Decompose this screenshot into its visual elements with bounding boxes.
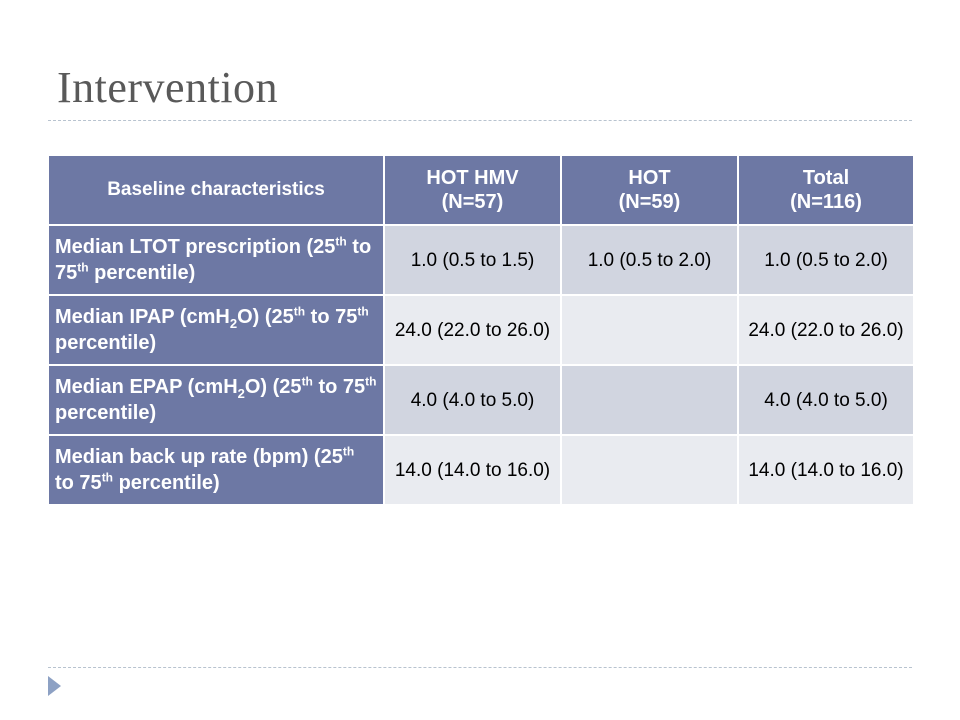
cell-epap-hot-hmv: 4.0 (4.0 to 5.0) [383, 364, 562, 436]
cell-ipap-hot-hmv: 24.0 (22.0 to 26.0) [383, 294, 562, 366]
cell-ltot-hot-hmv: 1.0 (0.5 to 1.5) [383, 224, 562, 296]
cell-backup-rate-hot [560, 434, 739, 506]
cell-ipap-total: 24.0 (22.0 to 26.0) [737, 294, 915, 366]
header-total: Total (N=116) [737, 154, 915, 226]
cell-backup-rate-total: 14.0 (14.0 to 16.0) [737, 434, 915, 506]
table-row-backup-rate: Median back up rate (bpm) (25th to 75th … [47, 434, 915, 506]
row-label-ltot: Median LTOT prescription (25th to 75th p… [47, 224, 385, 296]
cell-ltot-hot: 1.0 (0.5 to 2.0) [560, 224, 739, 296]
row-label-epap: Median EPAP (cmH2O) (25th to 75th percen… [47, 364, 385, 436]
table-row-epap: Median EPAP (cmH2O) (25th to 75th percen… [47, 364, 915, 436]
cell-epap-total: 4.0 (4.0 to 5.0) [737, 364, 915, 436]
table-row-ipap: Median IPAP (cmH2O) (25th to 75th percen… [47, 294, 915, 366]
cell-ltot-total: 1.0 (0.5 to 2.0) [737, 224, 915, 296]
header-hot: HOT (N=59) [560, 154, 739, 226]
table-header-row: Baseline characteristics HOT HMV (N=57) … [47, 154, 915, 226]
slide-title: Intervention [57, 63, 279, 112]
cell-epap-hot [560, 364, 739, 436]
cell-ipap-hot [560, 294, 739, 366]
title-divider [48, 120, 912, 121]
table-row-ltot: Median LTOT prescription (25th to 75th p… [47, 224, 915, 296]
header-hot-hmv: HOT HMV (N=57) [383, 154, 562, 226]
row-label-backup-rate: Median back up rate (bpm) (25th to 75th … [47, 434, 385, 506]
header-baseline-characteristics: Baseline characteristics [47, 154, 385, 226]
baseline-table: Baseline characteristics HOT HMV (N=57) … [47, 154, 915, 506]
footer-divider [48, 667, 912, 668]
row-label-ipap: Median IPAP (cmH2O) (25th to 75th percen… [47, 294, 385, 366]
triangle-bullet-icon [48, 676, 61, 696]
cell-backup-rate-hot-hmv: 14.0 (14.0 to 16.0) [383, 434, 562, 506]
